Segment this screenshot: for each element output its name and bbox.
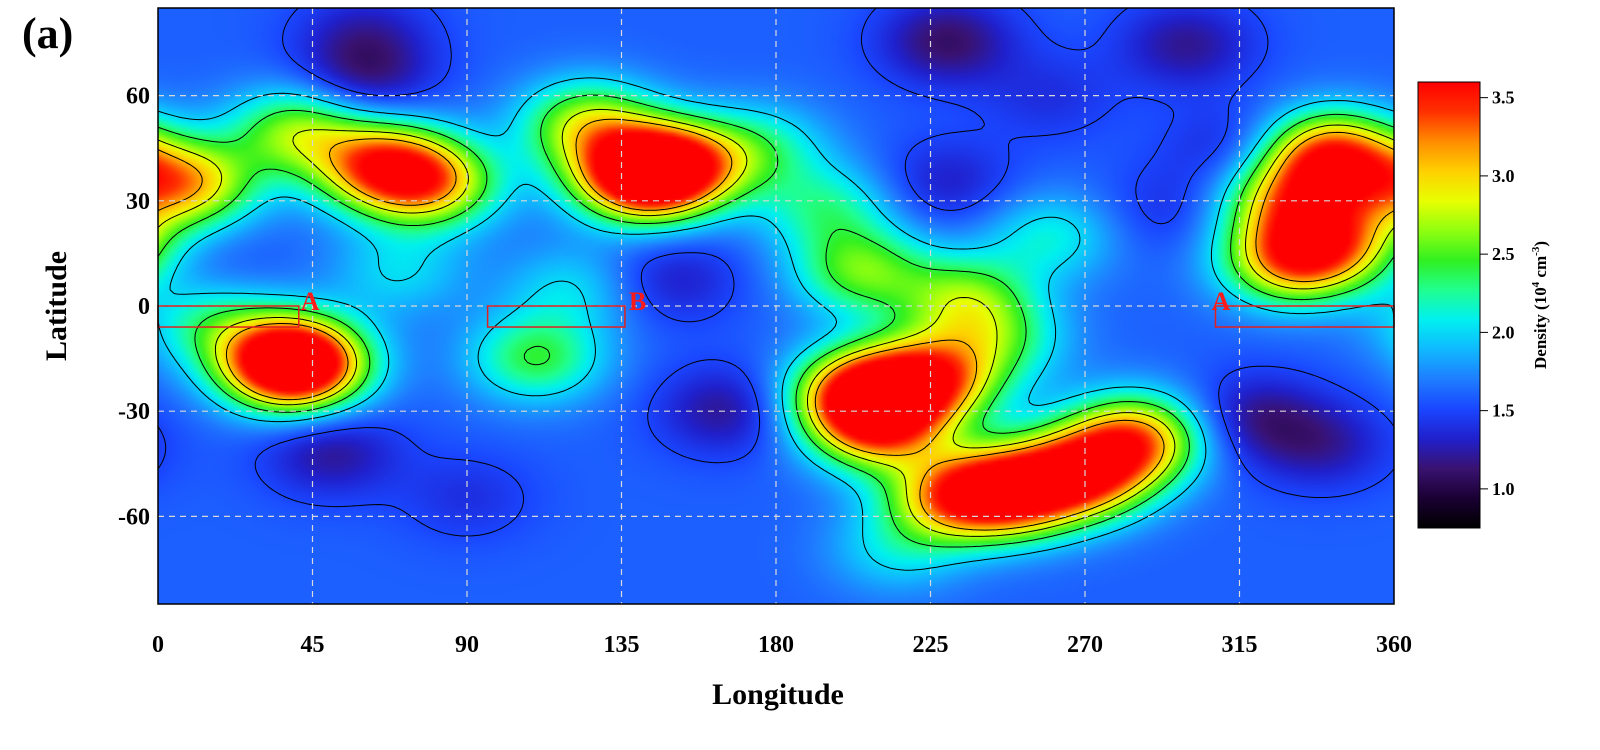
colorbar-title: Density (104 cm-3) — [1530, 241, 1550, 369]
y-tick-label: 30 — [126, 189, 150, 215]
region-label: B — [629, 287, 646, 316]
y-axis-title: Latitude — [40, 251, 73, 361]
contour-line — [158, 118, 1394, 531]
x-tick-label: 315 — [1222, 632, 1258, 658]
colorbar-tick-label: 3.5 — [1492, 88, 1515, 108]
y-tick-label: 60 — [126, 84, 150, 110]
contour-line — [158, 94, 1394, 548]
x-tick-label: 225 — [913, 632, 949, 658]
colorbar-tick-label: 2.5 — [1492, 244, 1515, 264]
region-box — [486, 305, 626, 328]
contour-line — [158, 77, 1394, 571]
colorbar-ticks: 3.5 3.0 2.5 2.0 1.5 1.0 — [1480, 88, 1515, 499]
x-tick-label: 0 — [152, 632, 164, 658]
x-axis-title: Longitude — [712, 678, 844, 711]
x-axis-ticks: 0 45 90 135 180 225 270 315 360 — [152, 632, 1412, 658]
region-label: A — [301, 287, 320, 316]
colorbar-tick-label: 2.0 — [1492, 322, 1515, 342]
colorbar-scale — [1417, 81, 1481, 529]
x-tick-label: 180 — [758, 632, 794, 658]
y-tick-label: -30 — [118, 399, 150, 425]
plot-frame — [157, 7, 1395, 605]
colorbar-tick-label: 3.0 — [1492, 166, 1515, 186]
colorbar-tick-label: 1.0 — [1492, 479, 1515, 499]
x-tick-label: 270 — [1067, 632, 1103, 658]
x-tick-label: 360 — [1376, 632, 1412, 658]
x-tick-label: 135 — [604, 632, 640, 658]
panel-label: (a) — [22, 9, 73, 58]
colorbar: 3.5 3.0 2.5 2.0 1.5 1.0 Density (104 cm-3) — [1417, 81, 1550, 529]
y-tick-label: -60 — [118, 504, 150, 530]
colorbar-tick-label: 1.5 — [1492, 401, 1515, 421]
contour-line — [158, 108, 1394, 537]
y-tick-label: 0 — [138, 294, 150, 320]
y-axis-ticks: 60 30 0 -30 -60 — [118, 84, 150, 531]
x-tick-label: 90 — [455, 632, 479, 658]
grid-lines — [158, 8, 1394, 604]
contour-lines — [158, 8, 1394, 571]
contour-line — [158, 8, 1394, 537]
x-tick-label: 45 — [301, 632, 325, 658]
region-label: A — [1211, 287, 1230, 316]
